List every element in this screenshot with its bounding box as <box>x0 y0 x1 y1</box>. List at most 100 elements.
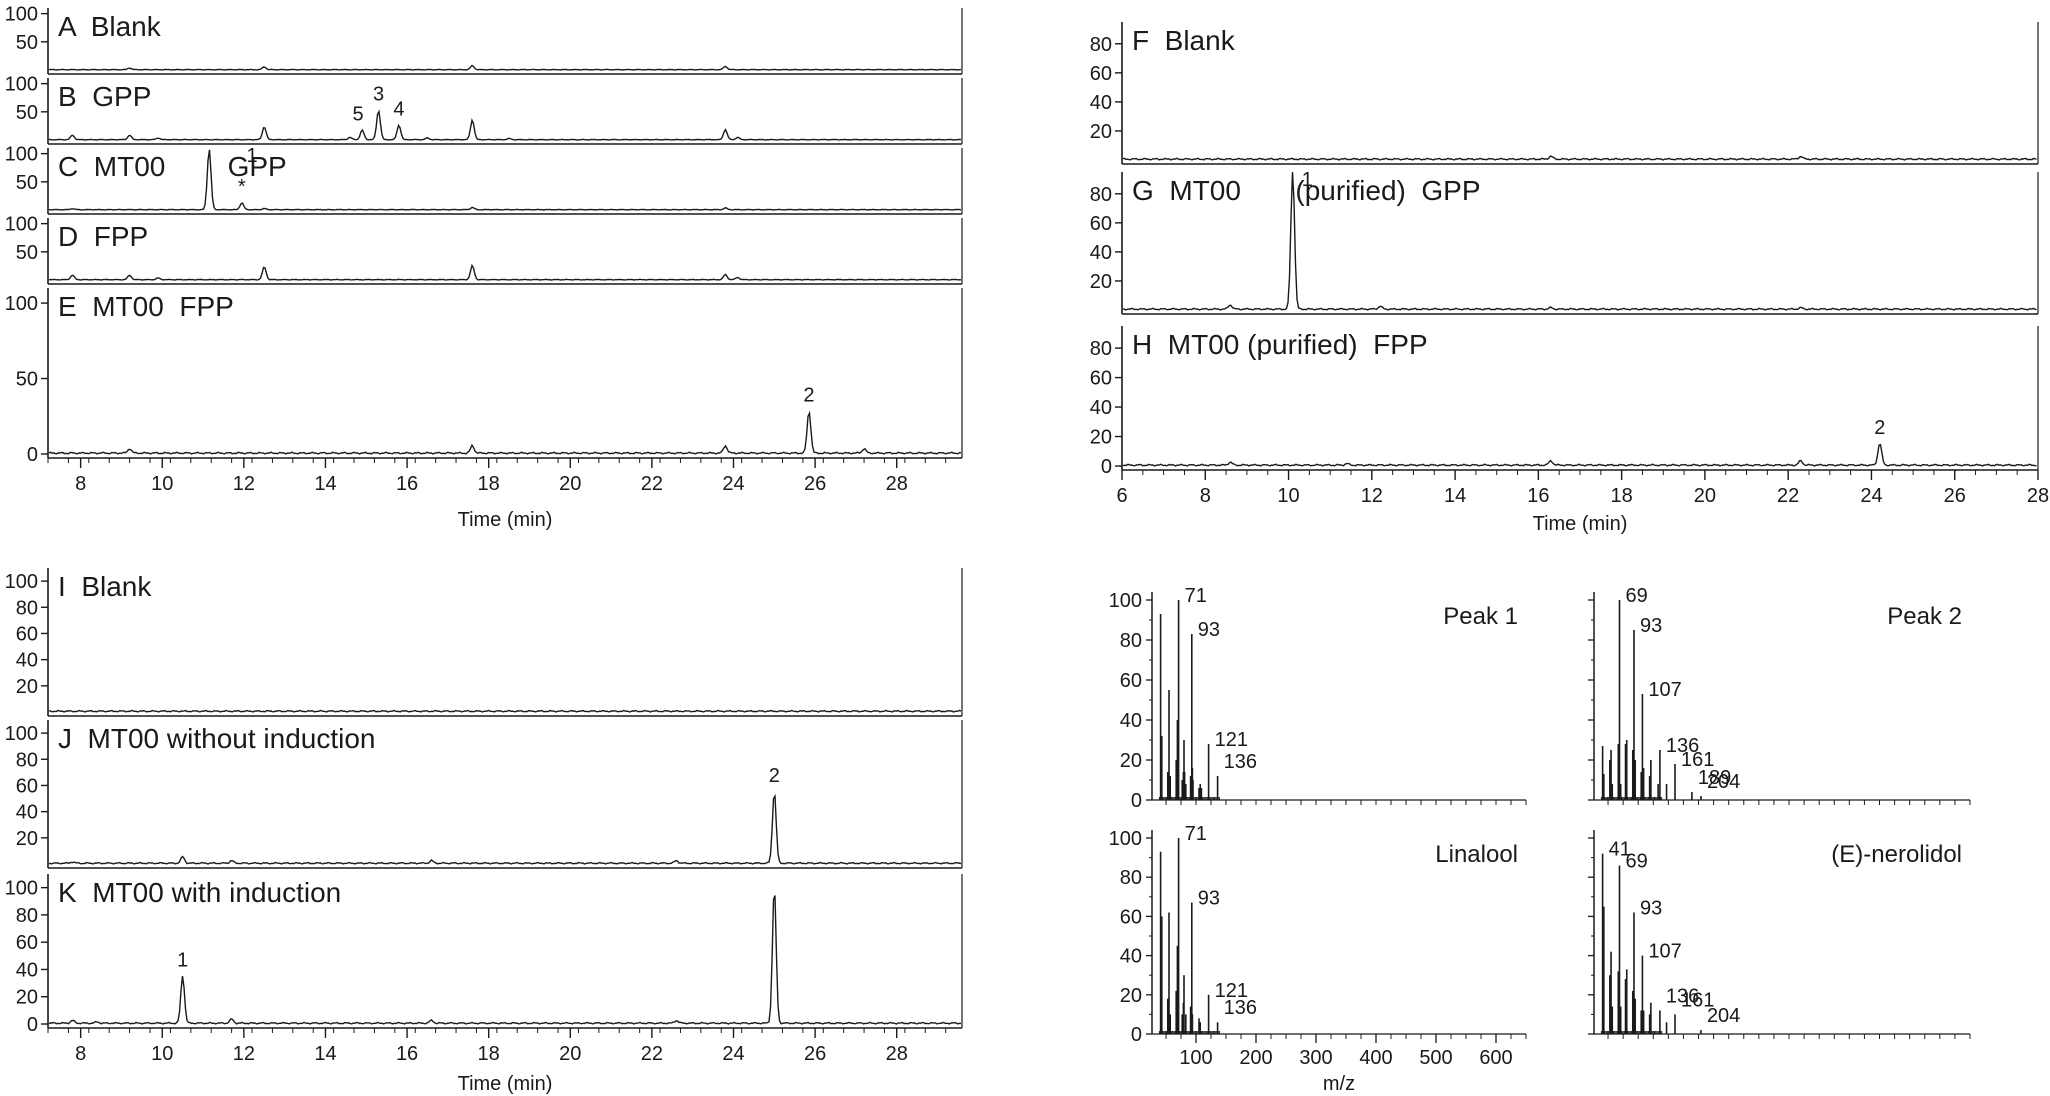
x-tick-label: 10 <box>1277 485 1299 507</box>
ms-x-tick-label: 200 <box>1239 1047 1272 1069</box>
peak-label: 1 <box>177 949 188 971</box>
ms-y-tick-label: 40 <box>1120 946 1142 968</box>
x-tick-label: 6 <box>1116 485 1127 507</box>
ms-spectrum-title: Peak 1 <box>1443 603 1518 630</box>
panel-label: G MT00 (purified) GPP <box>1132 175 1481 206</box>
ms-peak-label: 204 <box>1707 1005 1740 1027</box>
ms-y-tick-label: 0 <box>1131 790 1142 812</box>
panel-label: K MT00 with induction <box>58 877 341 908</box>
x-tick-label: 12 <box>1361 485 1383 507</box>
y-tick-label: 100 <box>5 144 38 166</box>
ms-peak-label: 93 <box>1640 897 1662 919</box>
ms-y-tick-label: 20 <box>1120 750 1142 772</box>
ms-peak-label: 161 <box>1681 989 1714 1011</box>
ms-spectrum-title: (E)-nerolidol <box>1831 841 1962 868</box>
x-tick-label: 16 <box>396 1043 418 1065</box>
panel-label: I Blank <box>58 571 152 602</box>
peak-label: 2 <box>769 765 780 787</box>
x-tick-label: 26 <box>804 1043 826 1065</box>
ms-peak-label: 93 <box>1198 888 1220 910</box>
peak-label: 5 <box>353 103 364 125</box>
ms-peak-label: 69 <box>1625 585 1647 607</box>
y-tick-label: 80 <box>16 749 38 771</box>
ms-peak-label: 107 <box>1648 941 1681 963</box>
panel-label: C MT00 GPP <box>58 151 287 182</box>
ms-peak-label: 69 <box>1625 850 1647 872</box>
ms-peak-label: 204 <box>1707 771 1740 793</box>
y-tick-label: 20 <box>1090 427 1112 449</box>
y-tick-label: 20 <box>1090 121 1112 143</box>
chromatogram-panel: 20 40 60 80 100 I Blank <box>5 568 963 717</box>
ms-y-tick-label: 60 <box>1120 906 1142 928</box>
x-tick-label: 18 <box>1611 485 1633 507</box>
x-tick-label: 24 <box>722 473 744 495</box>
chromatogram-trace <box>48 263 962 281</box>
panel-label: J MT00 without induction <box>58 723 376 754</box>
ms-x-tick-label: 600 <box>1479 1047 1512 1069</box>
x-tick-label: 28 <box>886 1043 908 1065</box>
y-tick-label: 40 <box>1090 92 1112 114</box>
panel-label: E MT00 FPP <box>58 291 234 322</box>
chromatogram-panel: 20 40 60 80 F Blank <box>1090 22 2039 165</box>
panel-label: H MT00 (purified) FPP <box>1132 329 1428 360</box>
peak-label: 3 <box>373 84 384 106</box>
y-tick-label: 50 <box>16 102 38 124</box>
ms-y-tick-label: 100 <box>1109 828 1142 850</box>
chromatogram-panel: 50 100 D FPP <box>5 214 963 285</box>
panel-label: D FPP <box>58 221 148 252</box>
ms-x-axis-title: m/z <box>1323 1073 1355 1095</box>
ms-x-tick-label: 100 <box>1179 1047 1212 1069</box>
x-tick-label: 18 <box>478 1043 500 1065</box>
y-tick-label: 50 <box>16 369 38 391</box>
ms-peak-label: 71 <box>1185 585 1207 607</box>
y-tick-label: 60 <box>16 623 38 645</box>
ms-y-tick-label: 100 <box>1109 590 1142 612</box>
ms-x-tick-label: 400 <box>1359 1047 1392 1069</box>
y-tick-label: 50 <box>16 172 38 194</box>
x-axis-title: Time (min) <box>458 1073 553 1095</box>
chromatogram-trace <box>1122 155 2037 161</box>
ms-y-tick-label: 80 <box>1120 867 1142 889</box>
y-tick-label: 40 <box>1090 242 1112 264</box>
x-tick-label: 16 <box>1527 485 1549 507</box>
x-tick-label: 20 <box>559 473 581 495</box>
chromatogram-trace <box>49 109 962 141</box>
ms-peak-label: 161 <box>1681 749 1714 771</box>
ms-y-tick-label: 20 <box>1120 985 1142 1007</box>
x-tick-label: 24 <box>722 1043 744 1065</box>
chromatogram-panel: 0 20 40 60 80 100 K MT00 with induction 1 <box>5 874 963 1036</box>
ms-y-tick-label: 80 <box>1120 630 1142 652</box>
ms-x-tick-label: 500 <box>1419 1047 1452 1069</box>
y-tick-label: 80 <box>1090 184 1112 206</box>
peak-label: 4 <box>393 98 404 120</box>
chromatogram-trace <box>48 410 962 455</box>
ms-peak-label: 121 <box>1215 729 1248 751</box>
chromatogram-trace <box>1122 443 2037 467</box>
x-axis-title: Time (min) <box>1533 513 1628 535</box>
x-tick-label: 8 <box>1200 485 1211 507</box>
y-tick-label: 100 <box>5 723 38 745</box>
ms-peak-label: 121 <box>1215 980 1248 1002</box>
panel-label: F Blank <box>1132 25 1236 56</box>
x-tick-label: 18 <box>478 473 500 495</box>
peak-label: 1 <box>1302 169 1313 191</box>
y-tick-label: 80 <box>16 905 38 927</box>
x-tick-label: 28 <box>886 473 908 495</box>
x-axis: 8 10 12 14 16 18 20 22 24 26 28 Time (min) <box>47 1028 947 1095</box>
ms-x-axis-labels: 100 200 300 400 500 600 m/z <box>1179 1034 1513 1095</box>
x-tick-label: 22 <box>1777 485 1799 507</box>
y-tick-label: 80 <box>16 597 38 619</box>
ms-peak-label: 136 <box>1224 997 1257 1019</box>
chromatogram-panel: 50 100 A Blank <box>5 4 963 75</box>
ms-peak-label: 189 <box>1698 767 1731 789</box>
x-tick-label: 28 <box>2027 485 2049 507</box>
chromatogram-trace <box>48 64 961 71</box>
ms-y-tick-label: 40 <box>1120 710 1142 732</box>
